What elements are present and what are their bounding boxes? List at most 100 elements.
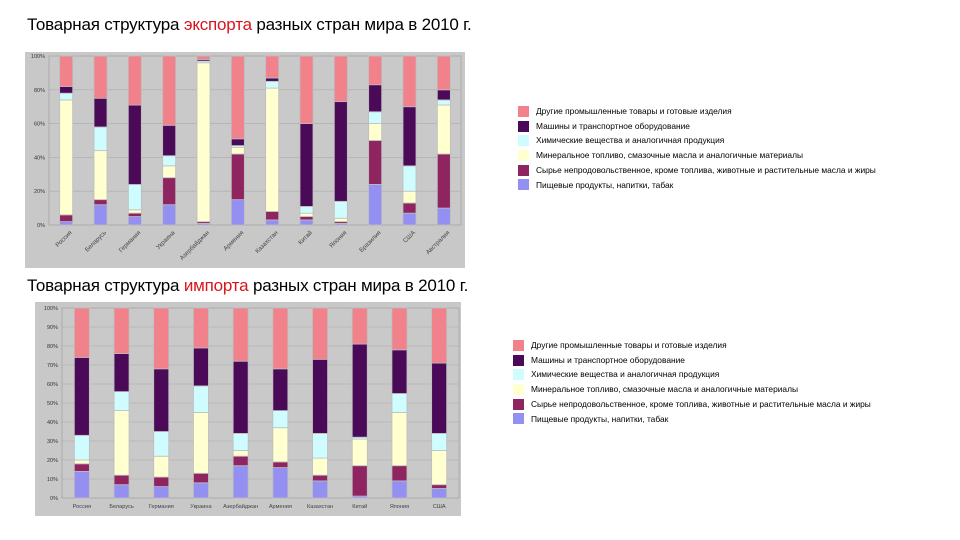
bar-segment (230, 146, 245, 155)
bar-segment (127, 209, 142, 214)
y-tick-label: 40% (47, 420, 58, 426)
bar-segment (391, 480, 408, 499)
bar-segment (93, 199, 108, 206)
bar-segment (436, 207, 451, 226)
bar-segment (127, 55, 142, 106)
bar-segment (333, 101, 348, 202)
bar-segment (368, 84, 383, 113)
plot-area (48, 55, 462, 226)
bar-segment (436, 153, 451, 209)
x-tick-label: США (402, 229, 418, 245)
bar-segment (402, 212, 417, 226)
bar-segment (73, 463, 90, 472)
legend-swatch-other (518, 105, 529, 117)
x-tick-label: США (433, 504, 446, 510)
bar-segment (113, 484, 130, 499)
bar-segment (193, 412, 209, 474)
legend-swatch-chemicals (518, 135, 529, 147)
y-tick-label: 60% (47, 382, 58, 388)
bar-segment (73, 357, 90, 436)
bar-segment (272, 467, 289, 499)
y-tick-label: 40% (34, 155, 45, 161)
bar-segment (162, 165, 177, 179)
y-tick-label: 0% (37, 223, 45, 229)
export-chart: 0% 20% 40% 60% 80% 100% Россия Беларусь Германия… (25, 52, 465, 268)
bar-segment (431, 362, 448, 434)
legend-label: Минеральное топливо, смазочные масла и а… (536, 150, 803, 161)
legend-label: Другие промышленные товары и готовые изд… (531, 340, 727, 350)
bar-segment (391, 393, 408, 413)
bar-segment (368, 123, 383, 141)
x-tick-label: Германия (118, 229, 143, 254)
import-chart-svg: 0% 10% 20% 30% 40% 50% 60% 70% 80% 90% 100% Россия Б… (44, 306, 460, 510)
bar-segment (59, 99, 74, 216)
legend-item-export: Химические вещества и аналогичная продук… (518, 133, 876, 148)
bar-segment (312, 432, 328, 459)
bar-segment (162, 55, 177, 126)
x-tick-label: Украина (155, 229, 177, 251)
bar-segment (230, 55, 245, 140)
bar-segment (436, 104, 451, 155)
legend-item-export: Другие промышленные товары и готовые изд… (518, 104, 876, 119)
bar-segment (93, 150, 108, 201)
bar-segment (272, 307, 289, 370)
bar-segment (230, 138, 245, 146)
bar-segment (196, 55, 211, 60)
bar-segment (193, 472, 209, 484)
bar-segment (431, 484, 448, 489)
bar-segment (127, 216, 142, 226)
bar-segment (333, 217, 348, 223)
x-tick-label: Россия (73, 504, 91, 510)
bar-segment (351, 465, 368, 497)
legend-swatch-fuels (513, 383, 524, 395)
export-title-after: разных стран мира в 2010 г. (251, 15, 472, 34)
x-tick-label: Азербайджан (223, 503, 258, 510)
bar-segment (312, 307, 328, 360)
y-tick-label: 10% (47, 477, 58, 483)
bar-segment (402, 190, 417, 204)
import-title-highlight: импорта (183, 276, 249, 295)
bar-segment (113, 353, 130, 392)
export-title-highlight: экспорта (183, 15, 252, 34)
bar-segment (431, 488, 448, 499)
bar-segment (162, 124, 177, 157)
y-tick-label: 100% (31, 54, 45, 60)
bar-segment (351, 307, 368, 345)
bar-segment (351, 438, 368, 467)
legend-item-export: Минеральное топливо, смазочные масла и а… (518, 148, 876, 163)
legend-label: Машины и транспортное оборудование (531, 354, 685, 365)
bar-segment (299, 219, 314, 226)
bar-segment (402, 165, 417, 192)
import-title-before: Товарная структура (27, 276, 184, 295)
legend-label: Пищевые продукты, напитки, табак (536, 179, 674, 190)
bar-segment (272, 461, 289, 468)
y-tick-label: 0% (50, 496, 58, 502)
bar-segment (232, 432, 249, 451)
bar-segment (265, 77, 280, 82)
bar-segment (113, 307, 130, 354)
legend-item-import: Сырье непродовольственное, кроме топлива… (513, 397, 871, 412)
y-tick-label: 60% (34, 122, 45, 128)
legend-swatch-machinery (518, 120, 529, 132)
legend-swatch-raw (518, 164, 529, 176)
bar-segment (162, 177, 177, 206)
y-tick-label: 90% (47, 325, 58, 331)
bar-segment (265, 87, 280, 212)
bar-segment (59, 221, 74, 226)
bar-segment (391, 307, 408, 351)
bar-segment (193, 307, 209, 349)
x-tick-label: Австралия (425, 229, 452, 256)
bar-segment (113, 474, 130, 486)
bar-segment (59, 214, 74, 223)
y-tick-label: 20% (34, 189, 45, 195)
bar-segment (59, 55, 74, 87)
bar-segment (113, 391, 130, 411)
bar-segment (368, 184, 383, 226)
bar-segment (153, 307, 170, 370)
legend-label: Пищевые продукты, напитки, табак (531, 413, 669, 424)
bar-segment (232, 465, 249, 499)
import-title-after: разных стран мира в 2010 г. (248, 276, 469, 295)
bar-segment (265, 211, 280, 221)
bar-segment (436, 55, 451, 91)
bar-segment (265, 80, 280, 89)
